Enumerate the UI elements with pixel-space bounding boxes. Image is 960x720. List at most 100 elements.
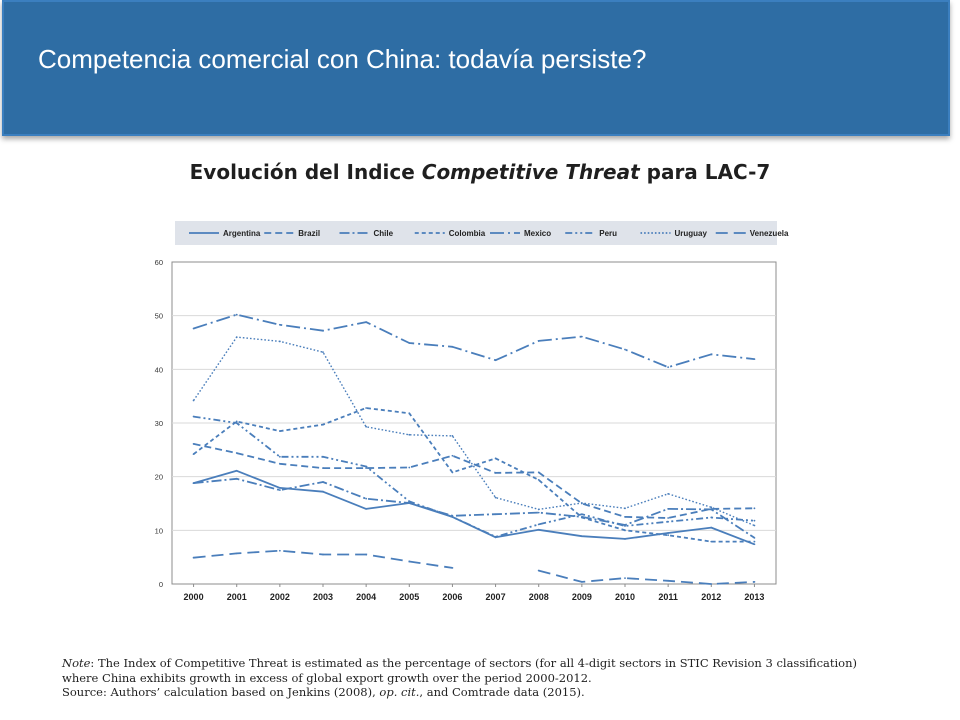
- x-tick-label: 2012: [701, 592, 721, 602]
- legend-label-mexico: Mexico: [524, 229, 551, 238]
- data-point-chile: [365, 497, 368, 500]
- slide-header: Competencia comercial con China: todavía…: [2, 0, 950, 136]
- chart-note: Note: The Index of Competitive Threat is…: [62, 656, 952, 700]
- series-line-peru: [193, 415, 755, 538]
- data-point-colombia: [278, 430, 281, 432]
- data-point-chile: [278, 489, 281, 491]
- data-point-venezuela: [408, 560, 411, 563]
- data-point-venezuela: [278, 549, 281, 552]
- data-point-venezuela: [753, 580, 756, 583]
- data-point-argentina: [710, 526, 713, 529]
- data-point-mexico: [624, 348, 626, 351]
- note-line-1: : The Index of Competitive Threat is est…: [90, 656, 857, 670]
- data-point-argentina: [624, 538, 626, 540]
- data-point-peru: [235, 422, 238, 424]
- data-point-mexico: [192, 327, 195, 330]
- data-point-venezuela: [667, 579, 670, 582]
- series-line-brazil: [193, 443, 755, 519]
- x-tick-label: 2013: [744, 592, 764, 602]
- data-point-peru: [451, 516, 454, 518]
- note-line-2: where China exhibits growth in excess of…: [62, 670, 592, 685]
- legend-label-argentina: Argentina: [223, 229, 261, 238]
- data-point-argentina: [365, 507, 368, 510]
- y-tick-label: 60: [155, 258, 163, 267]
- data-point-uruguay: [537, 508, 540, 511]
- data-point-peru: [192, 415, 195, 418]
- data-point-peru: [537, 523, 540, 526]
- data-point-brazil: [537, 471, 540, 474]
- legend-label-colombia: Colombia: [449, 229, 486, 238]
- data-point-brazil: [278, 462, 281, 465]
- chart-subtitle: Evolución del Indice Competitive Threat …: [0, 160, 960, 184]
- data-point-brazil: [624, 516, 626, 518]
- data-point-colombia: [624, 529, 626, 532]
- data-point-colombia: [322, 423, 324, 426]
- data-point-venezuela: [365, 553, 368, 556]
- data-point-peru: [278, 455, 281, 458]
- data-point-peru: [408, 500, 411, 503]
- data-point-uruguay: [365, 425, 368, 428]
- y-tick-label: 10: [155, 526, 163, 535]
- data-point-peru: [624, 525, 626, 527]
- data-point-colombia: [451, 471, 454, 474]
- note-source-italic: op. cit.: [379, 685, 420, 699]
- data-point-argentina: [235, 469, 238, 472]
- data-point-venezuela: [235, 552, 238, 555]
- data-point-venezuela: [322, 553, 324, 556]
- data-point-peru: [667, 520, 670, 523]
- data-point-venezuela: [710, 583, 713, 585]
- data-point-chile: [667, 507, 670, 510]
- y-tick-label: 30: [155, 419, 163, 428]
- data-point-brazil: [408, 466, 411, 469]
- data-point-argentina: [667, 532, 670, 534]
- data-point-brazil: [322, 467, 324, 469]
- data-point-chile: [408, 502, 411, 504]
- data-point-uruguay: [710, 506, 713, 509]
- data-point-mexico: [408, 342, 411, 344]
- data-point-colombia: [667, 534, 670, 537]
- data-point-uruguay: [192, 399, 195, 402]
- y-tick-label: 20: [155, 473, 163, 482]
- data-point-venezuela: [624, 577, 626, 579]
- data-point-colombia: [580, 516, 583, 519]
- y-tick-label: 40: [155, 365, 163, 374]
- data-point-colombia: [235, 420, 238, 423]
- data-point-uruguay: [408, 433, 411, 436]
- data-point-chile: [192, 482, 195, 485]
- data-point-uruguay: [667, 492, 670, 495]
- y-tick-label: 50: [155, 312, 163, 321]
- data-point-venezuela: [580, 580, 583, 583]
- data-point-peru: [365, 465, 368, 468]
- data-point-brazil: [667, 517, 670, 519]
- x-tick-label: 2003: [313, 592, 333, 602]
- x-tick-label: 2010: [615, 592, 635, 602]
- note-label: Note: [62, 656, 91, 670]
- data-point-colombia: [537, 478, 540, 481]
- data-point-argentina: [278, 487, 281, 489]
- data-point-chile: [710, 508, 713, 511]
- note-source-suffix: , and Comtrade data (2015).: [419, 685, 585, 699]
- data-point-colombia: [710, 540, 713, 543]
- slide-title: Competencia comercial con China: todavía…: [38, 44, 647, 74]
- x-tick-label: 2000: [184, 592, 204, 602]
- subtitle-emphasis: Competitive Threat: [421, 160, 640, 184]
- data-point-argentina: [322, 490, 324, 493]
- subtitle-prefix: Evolución del Indice: [189, 160, 422, 184]
- legend-label-peru: Peru: [599, 229, 617, 238]
- data-point-brazil: [753, 507, 756, 510]
- data-point-colombia: [192, 453, 195, 456]
- data-point-brazil: [494, 472, 497, 474]
- legend-label-chile: Chile: [374, 229, 394, 238]
- y-tick-label: 0: [159, 580, 163, 589]
- data-point-venezuela: [537, 569, 540, 572]
- data-point-colombia: [753, 540, 756, 543]
- data-point-peru: [494, 535, 497, 538]
- x-tick-label: 2008: [529, 592, 549, 602]
- data-point-peru: [580, 513, 583, 516]
- x-tick-label: 2002: [270, 592, 290, 602]
- series-line-mexico: [193, 313, 755, 369]
- series-line-chile: [193, 477, 755, 539]
- data-point-uruguay: [494, 496, 497, 499]
- x-tick-label: 2007: [486, 592, 506, 602]
